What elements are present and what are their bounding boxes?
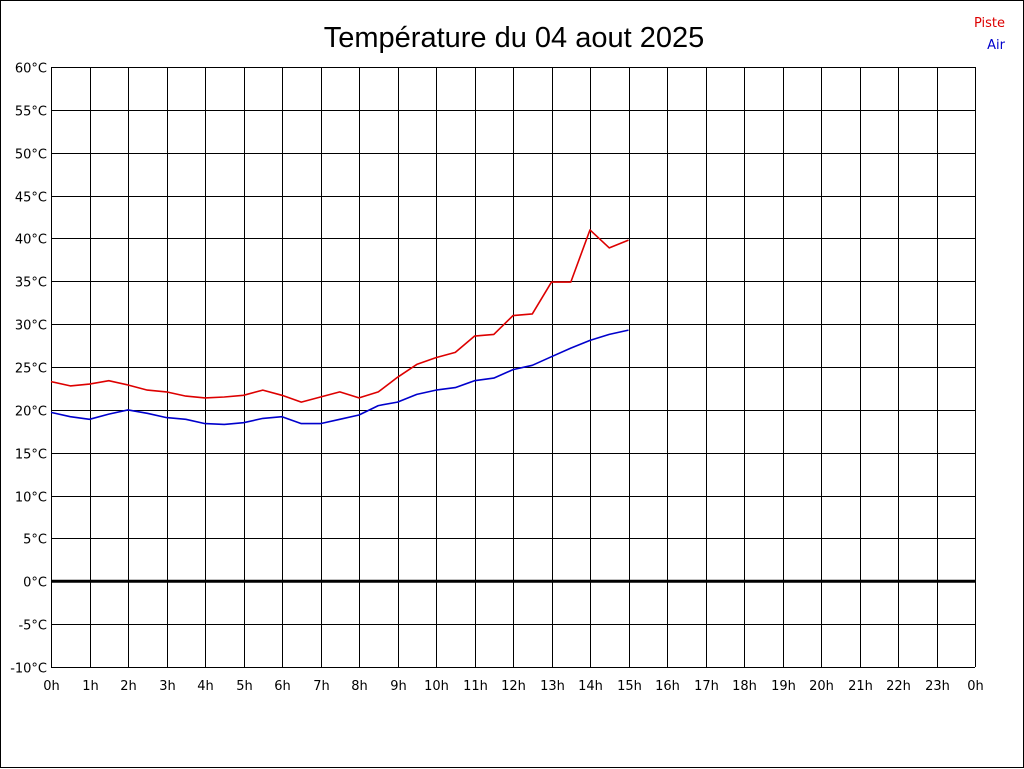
y-tick-label: 15°C (15, 448, 47, 463)
x-tick-label: 23h (925, 679, 950, 694)
x-tick-label: 15h (617, 679, 642, 694)
tick-labels: 0h 1h 2h 3h 4h 5h 6h 7h 8h 9h 10h 11h 12h 13h 14h 15h 16… (10, 62, 984, 695)
series-lines (50, 229, 629, 426)
y-tick-label: 25°C (15, 362, 47, 377)
x-tick-label: 0h (43, 679, 60, 694)
x-tick-label: 22h (886, 679, 911, 694)
y-tick-label: 30°C (15, 319, 47, 334)
x-tick-label: 5h (236, 679, 253, 694)
x-tick-label: 13h (540, 679, 565, 694)
y-tick-label: 55°C (15, 105, 47, 120)
chart-title: Température du 04 aout 2025 (324, 22, 705, 54)
x-tick-label: 1h (82, 679, 99, 694)
y-tick-label: 20°C (15, 405, 47, 420)
series-line-piste (50, 229, 629, 403)
x-tick-label: 12h (501, 679, 526, 694)
legend: Piste Air (974, 16, 1006, 53)
legend-entry-piste: Piste (974, 16, 1005, 31)
x-tick-label: 4h (197, 679, 214, 694)
x-tick-label: 10h (424, 679, 449, 694)
y-tick-label: 40°C (15, 233, 47, 248)
legend-entry-air: Air (987, 38, 1006, 53)
y-tick-label: 60°C (15, 62, 47, 77)
y-tick-label: 5°C (23, 533, 47, 548)
y-tick-label: -5°C (18, 619, 47, 634)
x-tick-label: 3h (159, 679, 176, 694)
x-tick-label: 14h (578, 679, 603, 694)
y-tick-label: 45°C (15, 191, 47, 206)
y-tick-label: 0°C (23, 576, 47, 591)
x-tick-label: 6h (274, 679, 291, 694)
x-tick-label: 7h (313, 679, 330, 694)
x-tick-label: 18h (732, 679, 757, 694)
series-line-air (50, 329, 629, 426)
x-tick-label: 17h (694, 679, 719, 694)
y-tick-label: -10°C (10, 662, 47, 677)
grid (51, 67, 976, 668)
y-tick-label: 10°C (15, 491, 47, 506)
x-tick-label: 2h (120, 679, 137, 694)
x-tick-label: 20h (809, 679, 834, 694)
y-tick-label: 35°C (15, 276, 47, 291)
x-tick-label: 0h (967, 679, 984, 694)
x-tick-label: 19h (771, 679, 796, 694)
x-tick-label: 21h (848, 679, 873, 694)
x-tick-label: 11h (463, 679, 488, 694)
x-tick-label: 8h (351, 679, 368, 694)
x-tick-label: 9h (390, 679, 407, 694)
y-tick-label: 50°C (15, 148, 47, 163)
x-tick-label: 16h (655, 679, 680, 694)
